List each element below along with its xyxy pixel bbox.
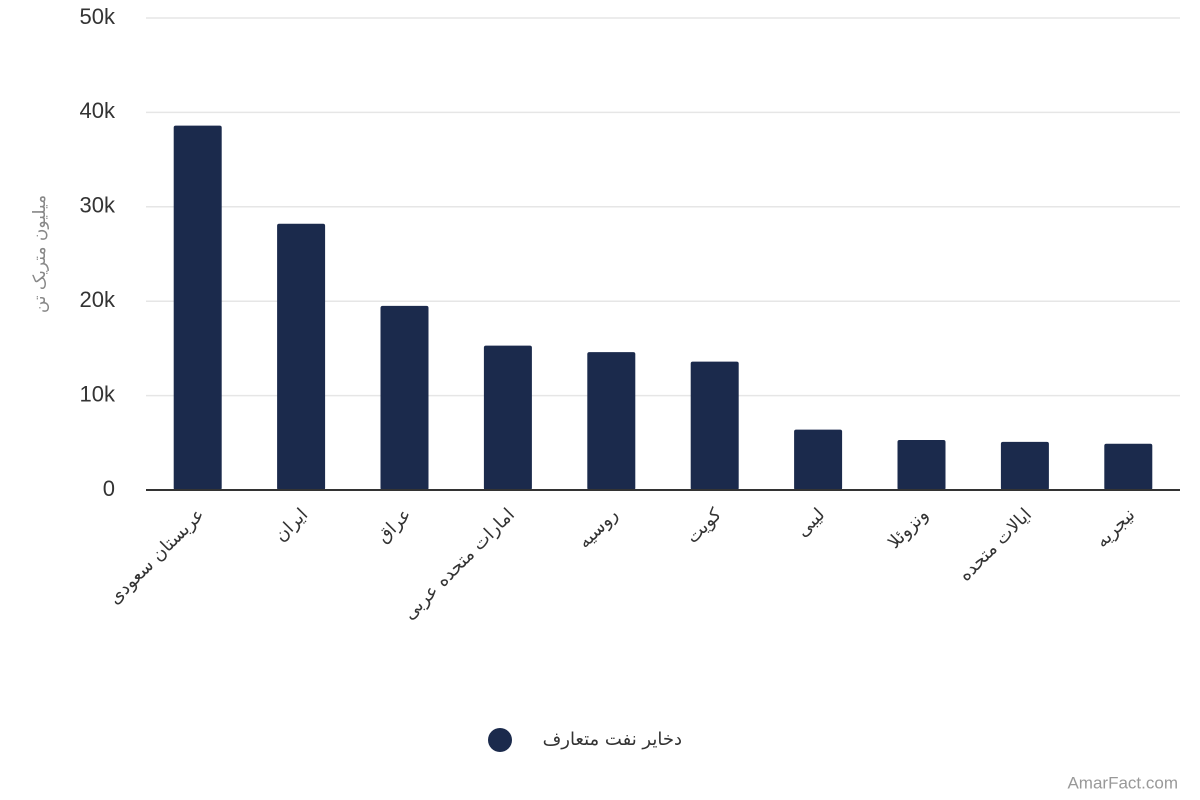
x-tick-label: لیبی <box>792 504 829 541</box>
bar <box>380 305 429 490</box>
x-tick-label: امارات متحده عربی <box>399 504 519 624</box>
bar <box>897 439 946 490</box>
legend-marker <box>488 728 512 752</box>
x-tick-label: کویت <box>682 504 726 548</box>
x-tick-label: عربستان سعودی <box>104 504 208 608</box>
bar <box>794 429 843 490</box>
bar <box>1000 441 1049 490</box>
bar <box>690 361 739 490</box>
y-axis-label: میلیون متریک تن <box>30 195 50 313</box>
y-tick-label: 0 <box>103 476 115 501</box>
bar <box>1104 443 1153 490</box>
watermark: AmarFact.com <box>1067 773 1178 792</box>
bar <box>587 352 636 490</box>
legend-label: دخایر نفت متعارف <box>543 729 682 750</box>
bar <box>173 125 222 490</box>
x-tick-label: ونزوئلا <box>884 504 933 553</box>
x-tick-label: ایران <box>270 504 312 546</box>
x-tick-label: نیجریه <box>1092 504 1140 552</box>
y-tick-label: 20k <box>80 287 116 312</box>
y-tick-label: 40k <box>80 98 116 123</box>
y-tick-label: 10k <box>80 381 116 406</box>
bar <box>483 345 532 490</box>
x-tick-label: عراق <box>373 504 416 547</box>
x-tick-label: روسیه <box>574 504 622 552</box>
y-tick-label: 30k <box>80 193 116 218</box>
bar <box>277 223 326 491</box>
y-tick-label: 50k <box>80 4 116 29</box>
x-tick-label: ایالات متحده <box>955 504 1036 585</box>
